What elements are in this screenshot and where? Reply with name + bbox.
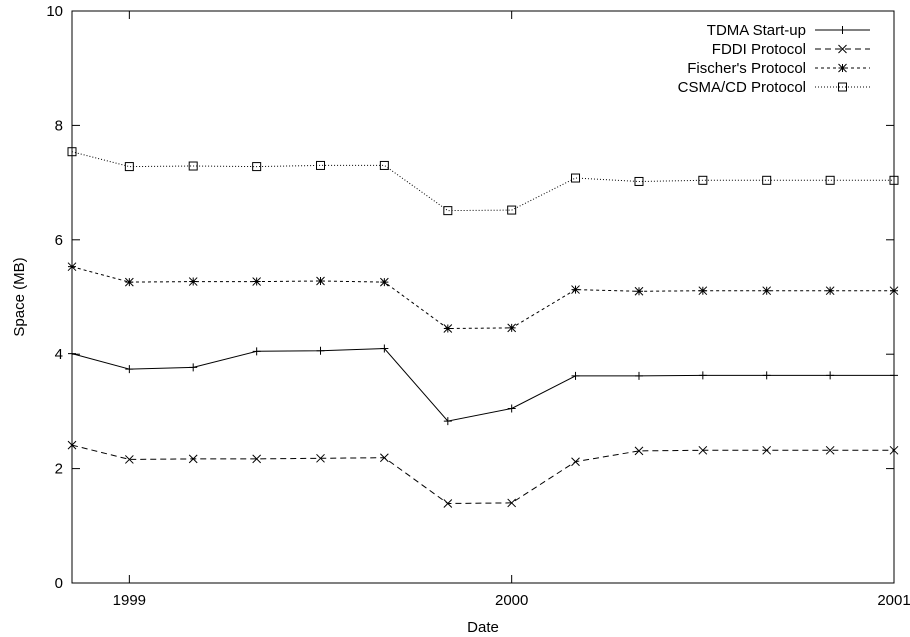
- data-point-fischer-s-protocol: [316, 276, 325, 286]
- data-point-csma-cd-protocol: [762, 175, 772, 185]
- series-csma-cd-protocol: [67, 147, 899, 216]
- y-tick-label: 6: [55, 232, 63, 249]
- series-line-fischer-s-protocol: [71, 266, 894, 330]
- data-point-csma-cd-protocol: [316, 160, 326, 170]
- data-point-fddi-protocol: [825, 445, 835, 455]
- data-point-tdma-start-up: [68, 349, 76, 358]
- series-line-tdma-start-up: [71, 347, 894, 422]
- axis-ticks: 0 2 4 6 8 10 1999 2000 2001: [46, 3, 910, 609]
- data-point-fddi-protocol: [698, 445, 708, 455]
- data-point-tdma-start-up: [443, 417, 452, 426]
- data-point-fischer-s-protocol: [634, 286, 644, 296]
- data-point-fddi-protocol: [762, 445, 772, 455]
- y-tick-label: 0: [55, 575, 63, 592]
- data-point-fddi-protocol: [443, 499, 453, 508]
- data-point-fddi-protocol: [380, 453, 389, 463]
- data-point-csma-cd-protocol: [698, 175, 708, 185]
- data-point-fddi-protocol: [67, 440, 77, 450]
- data-point-tdma-start-up: [762, 371, 771, 380]
- legend-swatch-marker: [838, 63, 847, 73]
- data-point-tdma-start-up: [890, 371, 898, 380]
- data-point-csma-cd-protocol: [571, 173, 581, 183]
- series-line-fddi-protocol: [71, 444, 894, 505]
- x-tick-label: 2001: [877, 592, 910, 609]
- data-point-tdma-start-up: [571, 371, 580, 380]
- data-point-fischer-s-protocol: [571, 285, 580, 294]
- legend-item-csma-cd-protocol: CSMA/CD Protocol: [678, 79, 870, 96]
- data-point-tdma-start-up: [189, 363, 198, 372]
- data-point-csma-cd-protocol: [67, 147, 77, 157]
- data-point-fischer-s-protocol: [889, 286, 899, 296]
- data-point-fischer-s-protocol: [762, 286, 772, 296]
- data-point-csma-cd-protocol: [507, 205, 517, 215]
- data-point-fddi-protocol: [252, 454, 262, 464]
- data-point-tdma-start-up: [507, 404, 516, 413]
- legend-label: TDMA Start-up: [707, 22, 806, 39]
- y-tick-label: 8: [55, 117, 63, 134]
- data-point-fischer-s-protocol: [507, 323, 517, 333]
- series-layer: [67, 147, 899, 508]
- legend-item-fischer-s-protocol: Fischer's Protocol: [687, 60, 870, 77]
- y-tick-label: 2: [55, 461, 63, 478]
- legend-label: Fischer's Protocol: [687, 60, 806, 77]
- data-point-tdma-start-up: [826, 371, 835, 380]
- data-point-fddi-protocol: [889, 445, 899, 455]
- legend-item-fddi-protocol: FDDI Protocol: [712, 41, 870, 58]
- y-tick-label: 4: [55, 346, 63, 363]
- legend-swatch-marker: [838, 26, 847, 34]
- data-point-csma-cd-protocol: [124, 162, 134, 172]
- data-point-fischer-s-protocol: [443, 324, 453, 333]
- data-point-fischer-s-protocol: [252, 277, 262, 286]
- plot-frame: [71, 10, 895, 584]
- data-point-tdma-start-up: [125, 365, 134, 374]
- y-axis-title: Space (MB): [11, 257, 28, 336]
- series-line-csma-cd-protocol: [71, 151, 894, 212]
- data-point-tdma-start-up: [634, 371, 643, 380]
- x-axis-title: Date: [467, 619, 499, 636]
- data-point-csma-cd-protocol: [252, 162, 262, 172]
- legend-item-tdma-start-up: TDMA Start-up: [707, 22, 870, 39]
- data-point-fischer-s-protocol: [698, 286, 708, 296]
- data-point-fischer-s-protocol: [825, 286, 835, 296]
- data-point-fischer-s-protocol: [188, 277, 198, 286]
- data-point-fddi-protocol: [507, 498, 517, 508]
- legend-swatch-marker: [838, 44, 847, 54]
- data-point-fischer-s-protocol: [124, 277, 134, 287]
- series-fddi-protocol: [67, 440, 899, 508]
- data-point-fddi-protocol: [571, 457, 580, 467]
- series-fischer-s-protocol: [67, 262, 899, 333]
- data-point-fddi-protocol: [188, 454, 198, 464]
- legend-swatch-marker: [838, 82, 847, 92]
- data-point-tdma-start-up: [698, 371, 707, 380]
- data-point-fddi-protocol: [316, 453, 325, 463]
- data-point-tdma-start-up: [316, 346, 325, 355]
- x-tick-label: 2000: [495, 592, 528, 609]
- legend-label: CSMA/CD Protocol: [678, 79, 806, 96]
- x-tick-label: 1999: [113, 592, 146, 609]
- data-point-csma-cd-protocol: [443, 206, 453, 216]
- data-point-csma-cd-protocol: [188, 161, 198, 171]
- data-point-csma-cd-protocol: [825, 175, 835, 185]
- series-tdma-start-up: [68, 344, 898, 426]
- y-tick-label: 10: [46, 3, 63, 20]
- legend: TDMA Start-up FDDI Protocol Fischer's Prot…: [678, 22, 870, 96]
- data-point-fischer-s-protocol: [380, 277, 389, 287]
- data-point-csma-cd-protocol: [889, 175, 899, 185]
- data-point-tdma-start-up: [252, 347, 261, 356]
- data-point-csma-cd-protocol: [634, 176, 644, 186]
- data-point-tdma-start-up: [380, 344, 389, 353]
- data-point-fddi-protocol: [634, 446, 644, 456]
- data-point-csma-cd-protocol: [379, 160, 389, 170]
- data-point-fddi-protocol: [124, 455, 134, 464]
- data-point-fischer-s-protocol: [67, 262, 77, 272]
- legend-label: FDDI Protocol: [712, 41, 806, 58]
